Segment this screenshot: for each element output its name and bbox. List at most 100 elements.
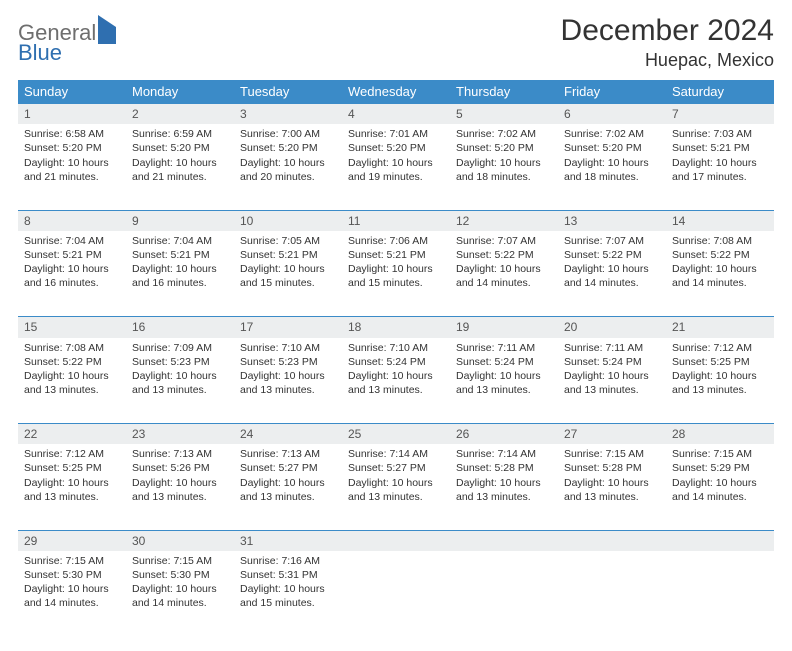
sunrise-label: Sunrise: [456, 128, 497, 140]
daylight: Daylight: 10 hours and 13 minutes. [348, 476, 444, 504]
sunrise: Sunrise: 7:09 AM [132, 341, 228, 355]
day-number-cell: 8 [18, 210, 126, 231]
sunrise: Sunrise: 7:12 AM [24, 447, 120, 461]
daylight: Daylight: 10 hours and 13 minutes. [564, 369, 660, 397]
daylight: Daylight: 10 hours and 15 minutes. [240, 582, 336, 610]
sunset: Sunset: 5:20 PM [132, 141, 228, 155]
sunrise: Sunrise: 7:06 AM [348, 234, 444, 248]
day-number-cell: 6 [558, 104, 666, 125]
sunrise-value: 7:15 AM [65, 555, 104, 567]
sunrise-value: 7:14 AM [497, 448, 536, 460]
sunset-value: 5:20 PM [279, 142, 318, 154]
logo-triangle-icon [98, 15, 116, 44]
day-number: 31 [240, 534, 253, 548]
sunset-value: 5:21 PM [711, 142, 750, 154]
sunset-value: 5:20 PM [171, 142, 210, 154]
sunrise-value: 7:03 AM [713, 128, 752, 140]
day-cell: Sunrise: 7:12 AMSunset: 5:25 PMDaylight:… [18, 444, 126, 530]
daylight-label: Daylight: [240, 477, 284, 489]
day-number-row: 891011121314 [18, 210, 774, 231]
day-cell: Sunrise: 7:09 AMSunset: 5:23 PMDaylight:… [126, 338, 234, 424]
sunset-value: 5:21 PM [279, 249, 318, 261]
sunset-label: Sunset: [240, 569, 279, 581]
daylight: Daylight: 10 hours and 20 minutes. [240, 156, 336, 184]
sunset-label: Sunset: [456, 356, 495, 368]
sunset-value: 5:25 PM [63, 462, 102, 474]
sunset-value: 5:21 PM [387, 249, 426, 261]
day-cell: Sunrise: 7:08 AMSunset: 5:22 PMDaylight:… [18, 338, 126, 424]
logo-text: General Blue [18, 20, 116, 72]
daylight-label: Daylight: [132, 477, 176, 489]
sunset-value: 5:21 PM [171, 249, 210, 261]
sunrise: Sunrise: 7:02 AM [456, 127, 552, 141]
sunrise: Sunrise: 7:05 AM [240, 234, 336, 248]
sunrise: Sunrise: 7:15 AM [564, 447, 660, 461]
sunset-label: Sunset: [348, 356, 387, 368]
sunrise-label: Sunrise: [132, 555, 173, 567]
daylight: Daylight: 10 hours and 21 minutes. [24, 156, 120, 184]
sunrise-label: Sunrise: [456, 235, 497, 247]
daylight-label: Daylight: [132, 370, 176, 382]
day-cell [558, 551, 666, 637]
day-number: 8 [24, 214, 31, 228]
sunrise: Sunrise: 7:12 AM [672, 341, 768, 355]
day-number-cell: 30 [126, 530, 234, 551]
sunset: Sunset: 5:27 PM [348, 461, 444, 475]
day-number-cell: 11 [342, 210, 450, 231]
day-cell [342, 551, 450, 637]
sunrise: Sunrise: 7:15 AM [132, 554, 228, 568]
sunset-label: Sunset: [672, 356, 711, 368]
sunrise-value: 7:11 AM [605, 342, 643, 354]
sunrise: Sunrise: 7:03 AM [672, 127, 768, 141]
sunset-value: 5:20 PM [495, 142, 534, 154]
day-number: 7 [672, 107, 679, 121]
daylight: Daylight: 10 hours and 13 minutes. [132, 369, 228, 397]
sunset-label: Sunset: [240, 249, 279, 261]
daylight-label: Daylight: [672, 477, 716, 489]
daylight: Daylight: 10 hours and 13 minutes. [456, 476, 552, 504]
title-block: December 2024 Huepac, Mexico [561, 14, 774, 71]
sunset-label: Sunset: [348, 249, 387, 261]
daylight: Daylight: 10 hours and 13 minutes. [132, 476, 228, 504]
weekday-header: Friday [558, 80, 666, 104]
day-data-row: Sunrise: 7:12 AM Sunset: 5:25 PM Daylight:… [18, 444, 774, 530]
weekday-header: Sunday [18, 80, 126, 104]
logo-word-2: Blue [18, 40, 62, 65]
day-number: 20 [564, 320, 577, 334]
daylight-label: Daylight: [456, 157, 500, 169]
sunset-label: Sunset: [456, 462, 495, 474]
day-cell: Sunrise: 7:10 AMSunset: 5:24 PMDaylight:… [342, 338, 450, 424]
sunrise-value: 7:04 AM [173, 235, 212, 247]
sunrise: Sunrise: 7:14 AM [456, 447, 552, 461]
sunset: Sunset: 5:21 PM [240, 248, 336, 262]
sunset: Sunset: 5:21 PM [672, 141, 768, 155]
sunrise-value: 7:10 AM [281, 342, 320, 354]
day-number-cell [558, 530, 666, 551]
day-number-row: 15161718192021 [18, 317, 774, 338]
sunrise-label: Sunrise: [240, 448, 281, 460]
daylight: Daylight: 10 hours and 16 minutes. [132, 262, 228, 290]
sunset-value: 5:24 PM [603, 356, 642, 368]
weekday-header: Saturday [666, 80, 774, 104]
day-cell: Sunrise: 7:15 AMSunset: 5:29 PMDaylight:… [666, 444, 774, 530]
day-number-cell: 10 [234, 210, 342, 231]
day-cell [450, 551, 558, 637]
day-number-row: 22232425262728 [18, 424, 774, 445]
day-number-cell: 29 [18, 530, 126, 551]
day-cell: Sunrise: 7:15 AMSunset: 5:28 PMDaylight:… [558, 444, 666, 530]
sunset: Sunset: 5:22 PM [456, 248, 552, 262]
sunrise-value: 7:12 AM [713, 342, 752, 354]
daylight-label: Daylight: [564, 477, 608, 489]
page-header: General Blue December 2024 Huepac, Mexic… [18, 14, 774, 72]
daylight: Daylight: 10 hours and 14 minutes. [672, 262, 768, 290]
day-cell: Sunrise: 7:13 AMSunset: 5:26 PMDaylight:… [126, 444, 234, 530]
day-number-cell: 21 [666, 317, 774, 338]
sunrise-label: Sunrise: [348, 342, 389, 354]
sunrise: Sunrise: 7:01 AM [348, 127, 444, 141]
sunset: Sunset: 5:25 PM [672, 355, 768, 369]
sunset: Sunset: 5:23 PM [132, 355, 228, 369]
day-cell: Sunrise: 6:59 AMSunset: 5:20 PMDaylight:… [126, 124, 234, 210]
sunrise-label: Sunrise: [132, 235, 173, 247]
day-cell: Sunrise: 7:06 AMSunset: 5:21 PMDaylight:… [342, 231, 450, 317]
day-number-cell: 22 [18, 424, 126, 445]
